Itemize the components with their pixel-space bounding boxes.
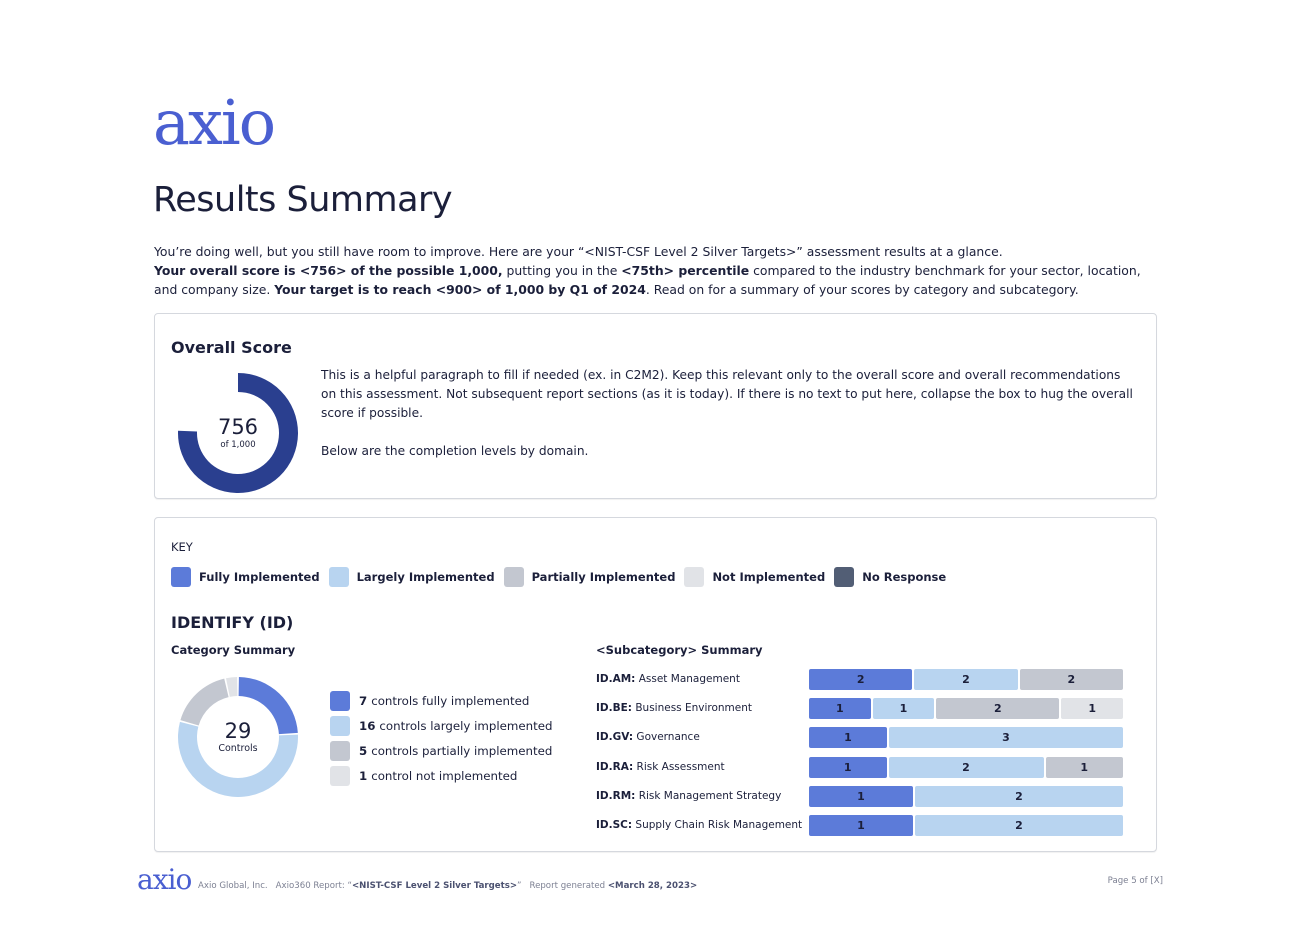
subcategory-row: ID.RA: Risk Assessment 1 2 1: [596, 756, 1126, 786]
subcategory-row: ID.GV: Governance 1 3: [596, 727, 1126, 756]
subcategory-row: ID.RM: Risk Management Strategy 1 2: [596, 785, 1126, 815]
subcategory-label: ID.RM: Risk Management Strategy: [596, 789, 782, 802]
bar-segment: 2: [914, 669, 1018, 690]
swatch: [330, 690, 350, 711]
bar-segment: 1: [872, 698, 935, 720]
category-slice: [238, 677, 298, 735]
overall-score-heading: Overall Score: [171, 338, 292, 357]
bar-segment: 1: [809, 814, 913, 836]
bar-segment: 2: [888, 756, 1044, 778]
bar-segment: 1: [809, 698, 871, 720]
bar-segment: 1: [1045, 756, 1123, 778]
bar-segment: 2: [936, 698, 1060, 720]
subcategory-row: ID.AM: Asset Management 2 2 2: [596, 669, 1126, 698]
subcategory-table: ID.AM: Asset Management 2 2 2 ID.BE: Busines…: [596, 669, 1126, 844]
category-summary-title: Category Summary: [171, 643, 296, 657]
bar-segment: 1: [809, 756, 887, 778]
category-legend-item: 7 controls fully implemented: [330, 688, 553, 713]
overall-score-max: of 1,000: [220, 439, 256, 450]
subcategory-summary-title: <Subcategory> Summary: [596, 643, 763, 657]
category-total: 29: [224, 718, 252, 743]
subcategory-row: ID.BE: Business Environment 1 1 2 1: [596, 698, 1126, 727]
bar-segment: 2: [809, 669, 913, 690]
swatch: [328, 567, 349, 587]
key-item-partially-implemented: Partially Implemented: [503, 567, 675, 587]
subcategory-label: ID.BE: Business Environment: [596, 702, 753, 715]
category-legend-item: 16 controls largely implemented: [330, 713, 553, 738]
swatch: [834, 567, 855, 587]
category-donut: 29 Controls: [178, 677, 298, 797]
intro-line-1: You’re doing well, but you still have ro…: [154, 244, 1003, 259]
swatch: [503, 567, 524, 587]
overall-paragraph-1: This is a helpful paragraph to fill if n…: [321, 368, 1133, 420]
footer-info: Axio Global, Inc. Axio360 Report: “<NIST-…: [198, 881, 698, 891]
footer-logo: axio: [137, 863, 192, 896]
overall-score-donut: 756 of 1,000: [178, 373, 298, 493]
swatch: [171, 567, 191, 587]
subcategory-label: ID.RA: Risk Assessment: [596, 760, 725, 773]
swatch: [684, 567, 705, 587]
intro-paragraph: You’re doing well, but you still have ro…: [154, 242, 1154, 299]
page-title: Results Summary: [153, 180, 453, 220]
category-ring: [178, 677, 298, 797]
axio-logo: axio: [153, 86, 276, 159]
category-legend: 7 controls fully implemented 16 controls l…: [330, 688, 553, 788]
subcategory-row: ID.SC: Supply Chain Risk Management 1 2: [596, 814, 1126, 844]
key-item-no-response: No Response: [834, 567, 946, 587]
category-legend-item: 5 controls partially implemented: [330, 738, 553, 763]
swatch: [330, 740, 350, 761]
bar-segment: 3: [889, 727, 1123, 749]
overall-score-ring: [178, 373, 298, 493]
overall-score-arc: [178, 373, 298, 493]
swatch: [330, 715, 350, 736]
key-item-fully-implemented: Fully Implemented: [171, 567, 320, 587]
bar-segment: 1: [809, 727, 887, 749]
bar-segment: 2: [915, 814, 1123, 836]
overall-paragraph-2: Below are the completion levels by domai…: [321, 444, 589, 458]
subcategory-label: ID.GV: Governance: [596, 731, 700, 744]
category-slice: [178, 721, 298, 797]
key-legend: Fully Implemented Largely Implemented Pa…: [171, 567, 955, 587]
domain-title: IDENTIFY (ID): [171, 613, 294, 632]
key-item-not-implemented: Not Implemented: [684, 567, 825, 587]
domain-card: KEY Fully Implemented Largely Implemente…: [154, 517, 1157, 852]
category-legend-item: 1 control not implemented: [330, 763, 553, 788]
bar-segment: 1: [1061, 698, 1123, 720]
category-slice: [225, 677, 238, 697]
key-item-largely-implemented: Largely Implemented: [328, 567, 495, 587]
overall-score-card: Overall Score 756 of 1,000 This is a hel…: [154, 313, 1157, 499]
overall-score-value: 756: [217, 415, 259, 440]
page-number: Page 5 of [X]: [1107, 876, 1163, 886]
bar-segment: 1: [809, 785, 913, 807]
swatch: [330, 765, 350, 786]
category-total-label: Controls: [218, 743, 258, 755]
category-slice: [180, 678, 229, 726]
key-label: KEY: [171, 540, 193, 554]
subcategory-label: ID.AM: Asset Management: [596, 673, 740, 685]
intro-score-text: Your overall score is <756> of the possi…: [154, 263, 1141, 297]
bar-segment: 2: [1019, 669, 1123, 690]
overall-score-description: This is a helpful paragraph to fill if n…: [321, 366, 1136, 461]
bar-segment: 2: [915, 785, 1123, 807]
subcategory-label: ID.SC: Supply Chain Risk Management: [596, 818, 803, 831]
